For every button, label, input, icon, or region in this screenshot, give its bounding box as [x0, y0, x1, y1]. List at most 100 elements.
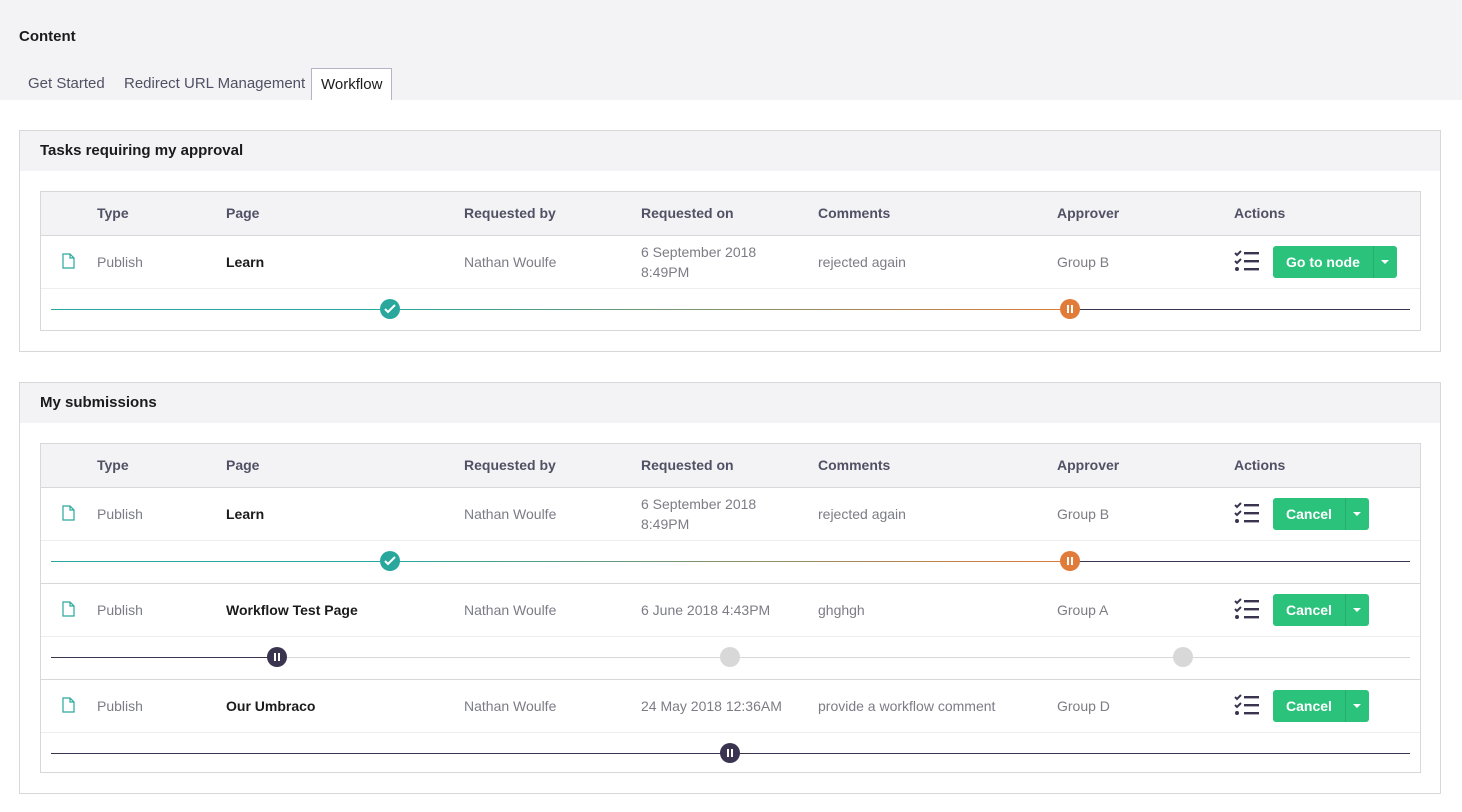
header-comments: Comments [818, 205, 891, 221]
row-comments: ghghgh [818, 602, 865, 618]
row-page[interactable]: Workflow Test Page [226, 602, 358, 618]
row-requested-by: Nathan Woulfe [464, 698, 557, 714]
step-not-started-icon [1173, 647, 1193, 667]
progress-line-remaining [1071, 561, 1410, 562]
pause-icon [1060, 551, 1080, 571]
tab-workflow[interactable]: Workflow [311, 68, 393, 101]
table-row: Publish Our Umbraco Nathan Woulfe 24 May… [41, 680, 1420, 732]
row-type: Publish [97, 254, 143, 270]
submissions-panel-title: My submissions [20, 383, 1440, 423]
tab-redirect-url-management[interactable]: Redirect URL Management [124, 75, 306, 92]
row-type: Publish [97, 506, 143, 522]
header-page: Page [226, 205, 260, 221]
approvals-table: Type Page Requested by Requested on Comm… [40, 191, 1421, 331]
pause-icon [267, 647, 287, 667]
task-list-icon[interactable] [1234, 249, 1260, 273]
progress-line-approved [51, 561, 391, 562]
table-row: Publish Learn Nathan Woulfe 6 September … [41, 488, 1420, 540]
caret-down-icon[interactable] [1372, 246, 1397, 278]
table-header: Type Page Requested by Requested on Comm… [41, 192, 1420, 236]
row-requested-on: 6 June 2018 4:43PM [641, 602, 771, 618]
progress-line-remaining [278, 657, 1410, 658]
button-label: Cancel [1286, 602, 1332, 618]
header-page: Page [226, 457, 260, 473]
header-requested-by: Requested by [464, 457, 556, 473]
row-requested-on: 24 May 2018 12:36AM [641, 698, 782, 714]
row-approver: Group B [1057, 254, 1110, 270]
button-label: Cancel [1286, 506, 1332, 522]
document-icon [62, 601, 75, 617]
row-comments: provide a workflow comment [818, 698, 996, 714]
row-approver: Group A [1057, 602, 1109, 618]
row-type: Publish [97, 698, 143, 714]
header-approver: Approver [1057, 457, 1120, 473]
row-requested-on: 6 September 2018 8:49PM [641, 236, 756, 288]
submissions-table: Type Page Requested by Requested on Comm… [40, 443, 1421, 773]
header-requested-on: Requested on [641, 457, 734, 473]
tab-get-started[interactable]: Get Started [28, 75, 105, 92]
progress-line-approved [51, 309, 391, 310]
cancel-button[interactable]: Cancel [1273, 498, 1369, 530]
task-list-icon[interactable] [1234, 501, 1260, 525]
table-header: Type Page Requested by Requested on Comm… [41, 444, 1420, 488]
step-not-started-icon [720, 647, 740, 667]
table-row: Publish Learn Nathan Woulfe 6 September … [41, 236, 1420, 288]
requested-on-time: 8:49PM [641, 516, 690, 532]
row-requested-by: Nathan Woulfe [464, 506, 557, 522]
row-requested-on: 6 September 2018 8:49PM [641, 488, 756, 540]
workflow-progress [41, 732, 1420, 775]
header-type: Type [97, 205, 129, 221]
task-list-icon[interactable] [1234, 693, 1260, 717]
header-comments: Comments [818, 457, 891, 473]
requested-on-date: 6 September 2018 [641, 244, 757, 260]
workflow-progress [41, 636, 1420, 680]
header-requested-on: Requested on [641, 205, 734, 221]
table-row: Publish Workflow Test Page Nathan Woulfe… [41, 584, 1420, 636]
approvals-panel-title: Tasks requiring my approval [20, 131, 1440, 171]
row-type: Publish [97, 602, 143, 618]
page-title: Content [19, 28, 76, 45]
requested-on-time: 8:49PM [641, 264, 690, 280]
document-icon [62, 697, 75, 713]
pause-icon [1060, 299, 1080, 319]
workflow-progress [41, 288, 1420, 331]
task-list-icon[interactable] [1234, 597, 1260, 621]
progress-line-pending [391, 561, 1071, 562]
approvals-panel: Tasks requiring my approval Type Page Re… [19, 130, 1441, 352]
workflow-progress [41, 540, 1420, 584]
cancel-button[interactable]: Cancel [1273, 690, 1369, 722]
caret-down-icon[interactable] [1344, 594, 1369, 626]
workflow-dashboard: Tasks requiring my approval Type Page Re… [0, 100, 1462, 812]
header-type: Type [97, 457, 129, 473]
header-actions: Actions [1234, 457, 1286, 473]
check-icon [380, 551, 400, 571]
row-page[interactable]: Learn [226, 254, 265, 270]
submissions-panel: My submissions Type Page Requested by Re… [19, 382, 1441, 794]
header-requested-by: Requested by [464, 205, 556, 221]
row-comments: rejected again [818, 506, 906, 522]
cancel-button[interactable]: Cancel [1273, 594, 1369, 626]
check-icon [380, 299, 400, 319]
document-icon [62, 505, 75, 521]
row-requested-by: Nathan Woulfe [464, 602, 557, 618]
tab-bar: Get Started Redirect URL Management Work… [0, 68, 1462, 101]
requested-on-date: 6 September 2018 [641, 496, 757, 512]
row-comments: rejected again [818, 254, 906, 270]
row-page[interactable]: Our Umbraco [226, 698, 316, 714]
caret-down-icon[interactable] [1344, 498, 1369, 530]
button-label: Go to node [1286, 254, 1360, 270]
header-actions: Actions [1234, 205, 1286, 221]
progress-line-pending [391, 309, 1071, 310]
caret-down-icon[interactable] [1344, 690, 1369, 722]
progress-line-remaining [1071, 309, 1410, 310]
row-page[interactable]: Learn [226, 506, 265, 522]
document-icon [62, 253, 75, 269]
button-label: Cancel [1286, 698, 1332, 714]
pause-icon [720, 743, 740, 763]
row-requested-by: Nathan Woulfe [464, 254, 557, 270]
progress-line-current [51, 657, 278, 658]
row-approver: Group D [1057, 698, 1110, 714]
header-approver: Approver [1057, 205, 1120, 221]
go-to-node-button[interactable]: Go to node [1273, 246, 1397, 278]
row-approver: Group B [1057, 506, 1110, 522]
